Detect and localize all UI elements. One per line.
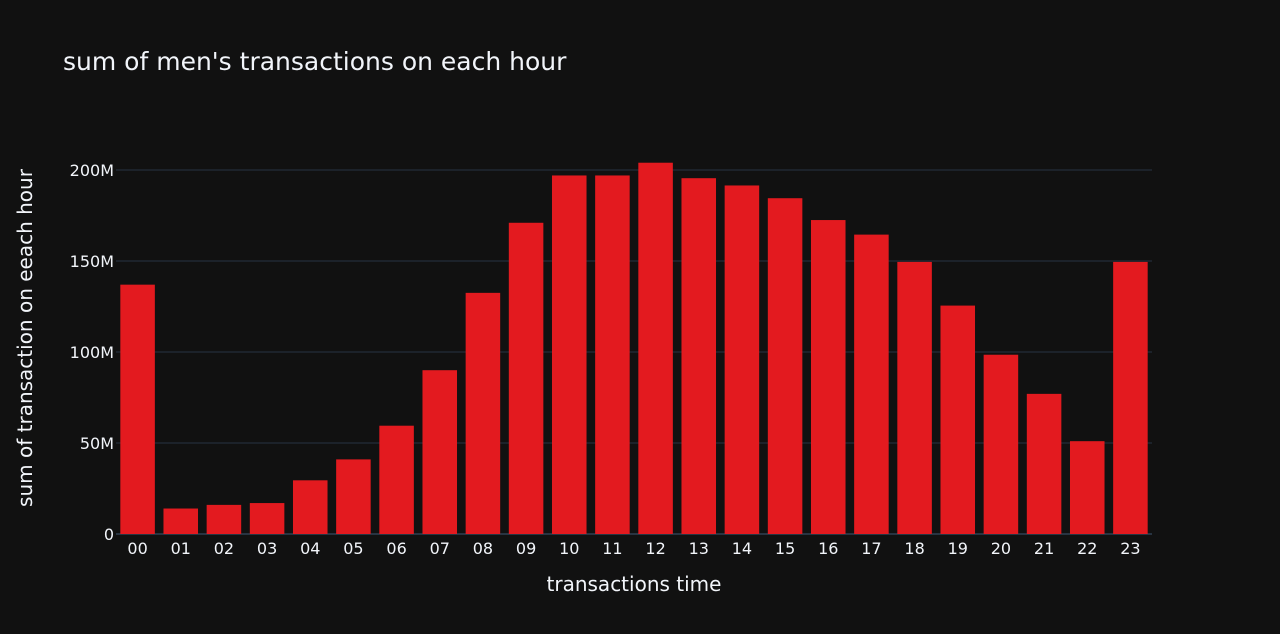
bar-09[interactable] [508, 222, 544, 534]
x-tick-label: 15 [775, 539, 795, 558]
bar-04[interactable] [292, 480, 328, 534]
x-tick-label: 07 [430, 539, 450, 558]
y-tick-label: 150M [70, 252, 114, 271]
x-tick-label: 11 [602, 539, 622, 558]
x-tick-label: 09 [516, 539, 536, 558]
x-tick-label: 01 [171, 539, 191, 558]
x-tick-label: 14 [732, 539, 752, 558]
bar-11[interactable] [595, 175, 630, 534]
x-tick-label: 02 [214, 539, 234, 558]
x-tick-label: 08 [473, 539, 493, 558]
bar-01[interactable] [163, 508, 199, 534]
x-tick-label: 22 [1077, 539, 1097, 558]
chart-title: sum of men's transactions on each hour [63, 47, 567, 76]
bar-16[interactable] [810, 220, 846, 535]
x-tick-label: 19 [948, 539, 968, 558]
bar-23[interactable] [1113, 261, 1148, 534]
bar-22[interactable] [1069, 441, 1105, 534]
x-tick-label: 10 [559, 539, 579, 558]
x-axis-label: transactions time [547, 572, 722, 596]
x-tick-label: 12 [645, 539, 665, 558]
bars-layer [120, 162, 1148, 535]
x-tick-label: 13 [689, 539, 709, 558]
bar-15[interactable] [767, 198, 803, 534]
x-tick-label: 03 [257, 539, 277, 558]
bar-05[interactable] [336, 459, 371, 534]
y-axis-label: sum of transaction on eeach hour [13, 168, 37, 507]
bar-18[interactable] [897, 261, 932, 534]
x-tick-label: 06 [386, 539, 406, 558]
y-tick-label: 100M [70, 343, 114, 362]
axis-layer: 0 50M 100M 150M 200M 00 01 02 03 04 05 06 07 08 09 10 11… [70, 161, 1141, 558]
bar-12[interactable] [638, 162, 673, 534]
x-tick-label: 16 [818, 539, 838, 558]
bar-21[interactable] [1026, 393, 1062, 534]
bar-06[interactable] [379, 425, 414, 534]
bar-13[interactable] [681, 178, 717, 534]
bar-20[interactable] [983, 354, 1019, 534]
bar-00[interactable] [120, 284, 155, 534]
bar-14[interactable] [724, 185, 760, 534]
x-tick-label: 23 [1120, 539, 1140, 558]
bar-08[interactable] [465, 292, 501, 534]
bar-03[interactable] [249, 503, 285, 534]
x-tick-label: 21 [1034, 539, 1054, 558]
bar-17[interactable] [854, 234, 889, 535]
y-tick-label: 0 [104, 525, 114, 544]
x-tick-label: 00 [127, 539, 147, 558]
y-tick-label: 50M [80, 434, 114, 453]
x-tick-label: 17 [861, 539, 881, 558]
grid-layer [116, 169, 1152, 535]
x-tick-label: 04 [300, 539, 320, 558]
bar-10[interactable] [551, 175, 587, 534]
bar-02[interactable] [206, 504, 242, 534]
x-tick-label: 05 [343, 539, 363, 558]
bar-19[interactable] [940, 305, 976, 534]
y-tick-label: 200M [70, 161, 114, 180]
x-tick-label: 18 [904, 539, 924, 558]
bar-07[interactable] [422, 370, 458, 534]
x-tick-label: 20 [991, 539, 1011, 558]
